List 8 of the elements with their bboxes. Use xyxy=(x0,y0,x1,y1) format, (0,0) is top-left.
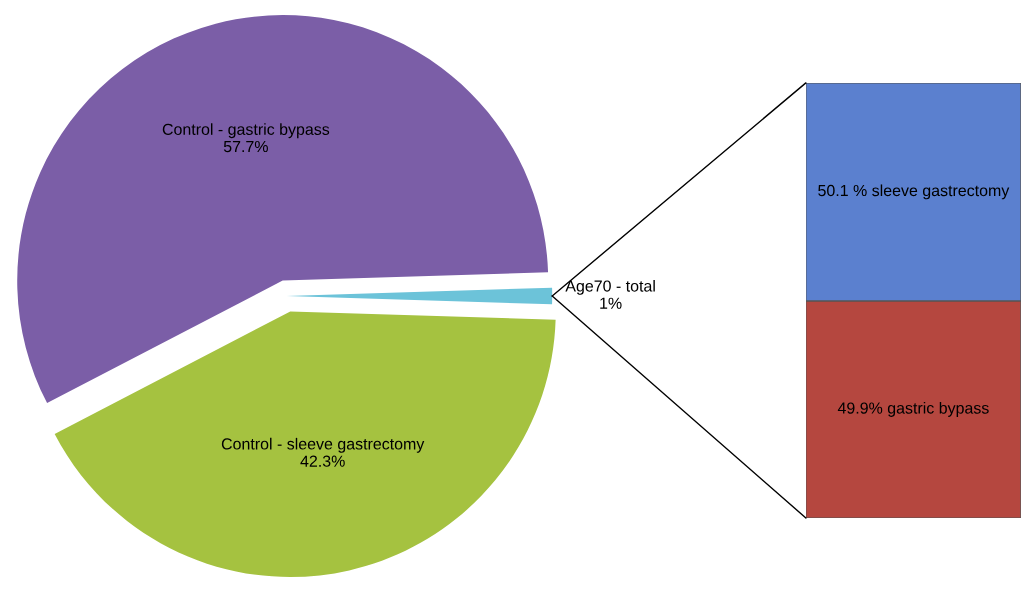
data-label: 1% xyxy=(600,297,622,309)
data-label: 57.7% xyxy=(223,140,268,153)
data-label: 50.1 % sleeve gastrectomy xyxy=(818,184,1010,200)
slice-label: Control - gastric bypass xyxy=(162,123,330,139)
slice-label: Control - sleeve gastrectomy xyxy=(221,437,425,453)
data-label: 49.9% gastric bypass xyxy=(837,401,989,417)
data-label: 42.3% xyxy=(300,455,345,467)
slice-label: Age70 - total xyxy=(565,279,655,295)
